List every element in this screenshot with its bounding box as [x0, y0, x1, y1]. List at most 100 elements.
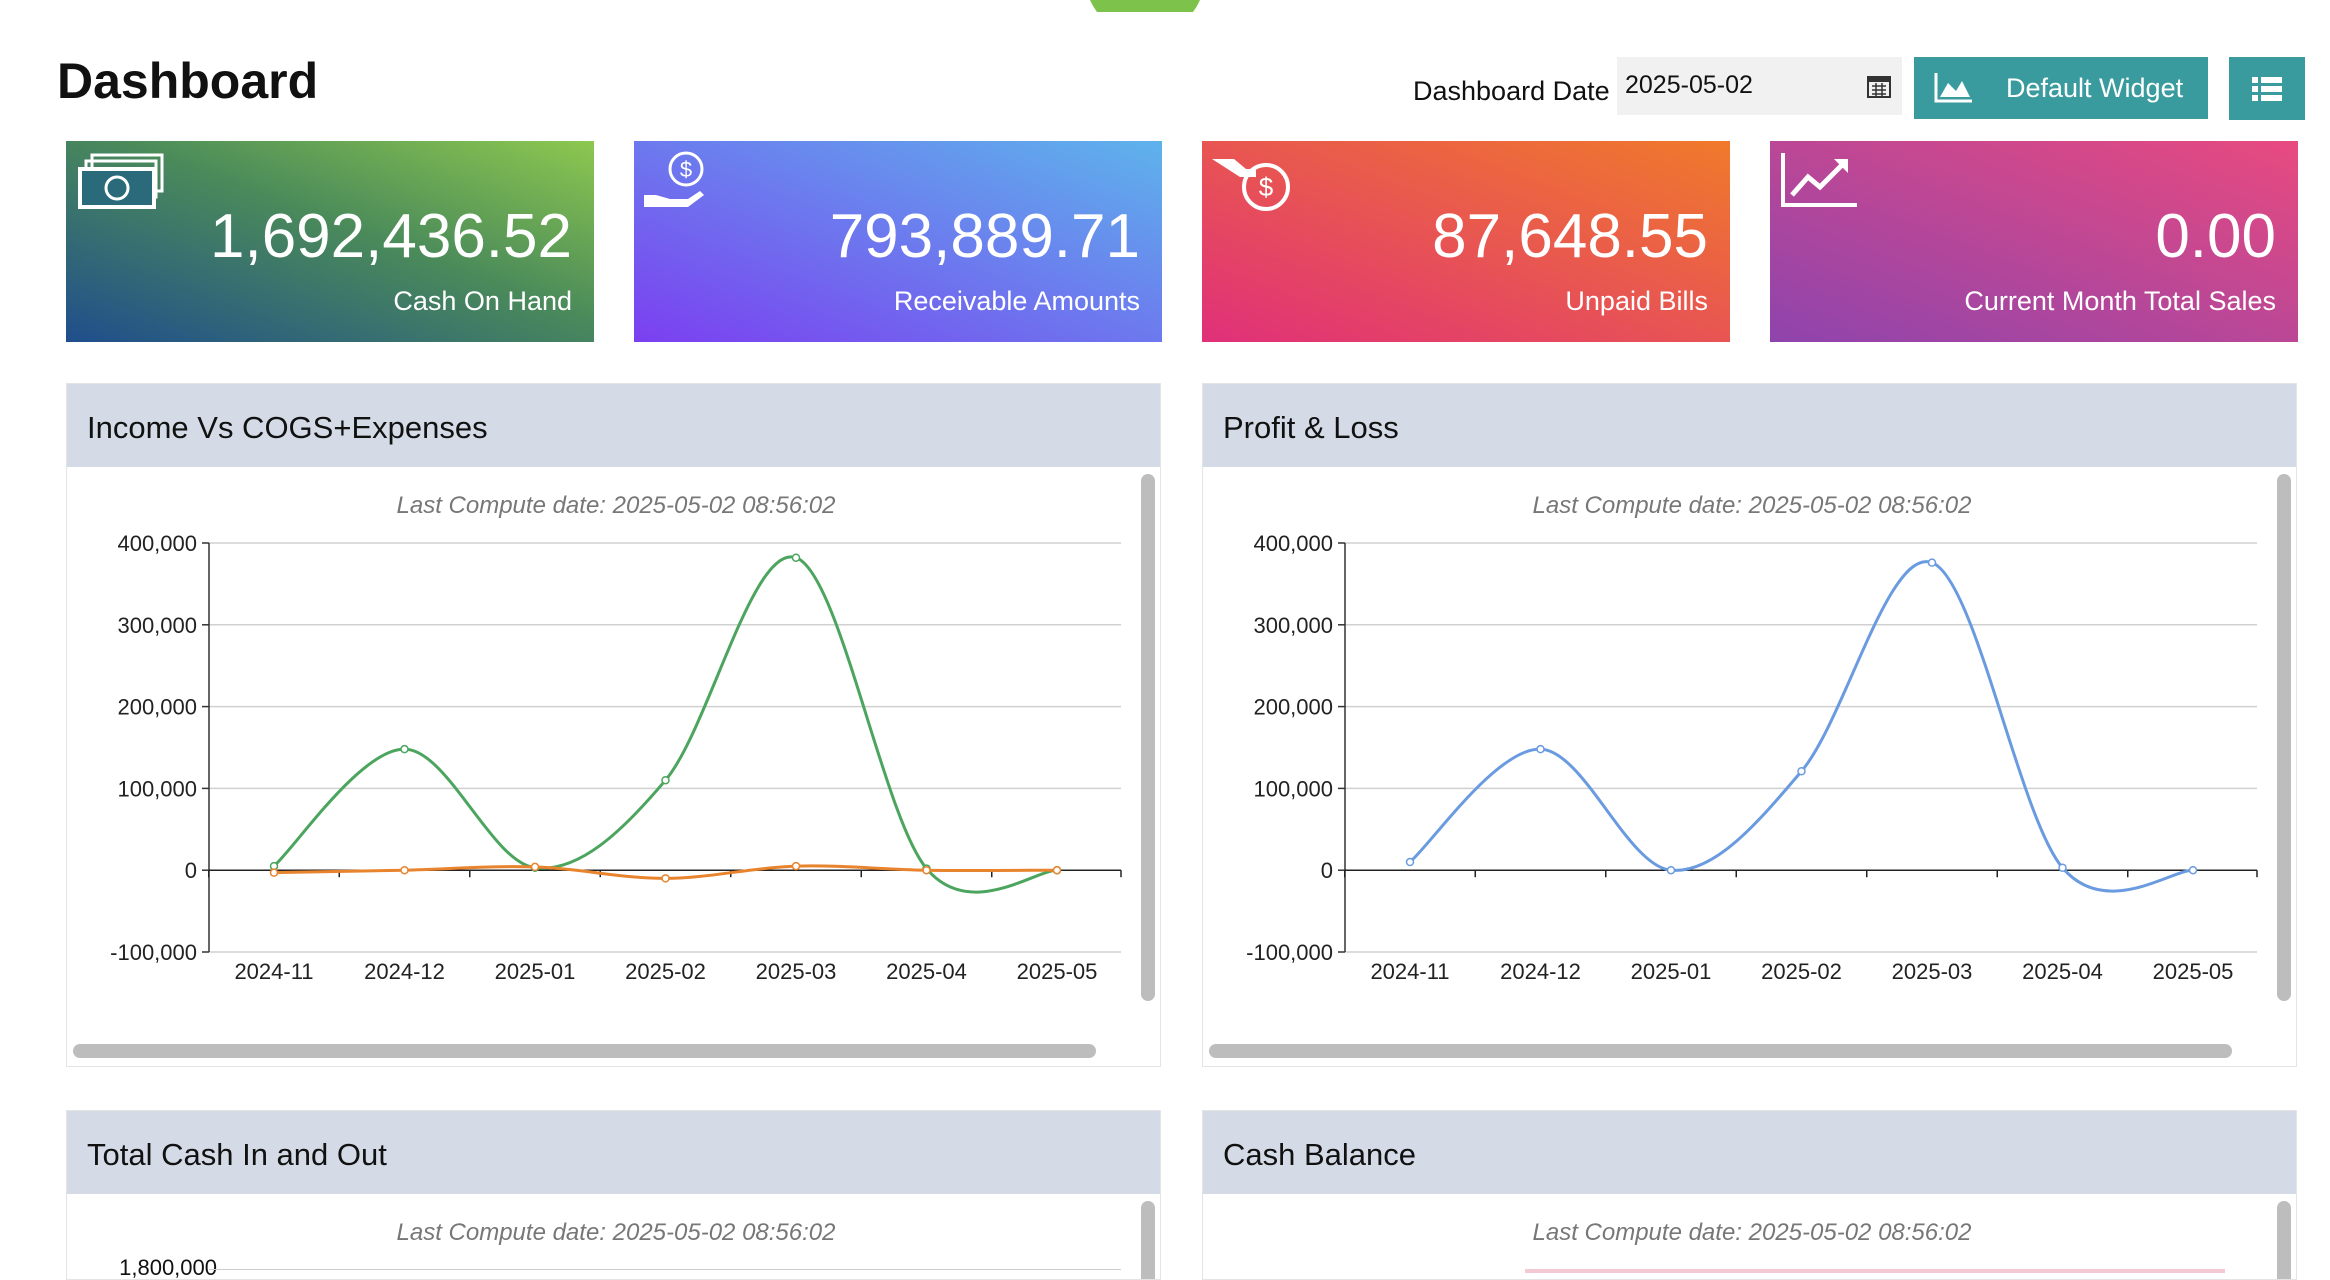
card-value: 793,889.71 [829, 202, 1140, 271]
panel-title: Total Cash In and Out [87, 1137, 387, 1172]
point [1052, 865, 1062, 875]
panel-title: Income Vs COGS+Expenses [87, 410, 488, 445]
x-tick-label: 2024-12 [364, 959, 445, 984]
scrollbar[interactable] [2277, 474, 2291, 1001]
y-tick-label: 100,000 [1253, 776, 1333, 801]
point [791, 861, 801, 871]
point [1927, 558, 1937, 567]
panel-header: Income Vs COGS+Expenses [67, 384, 1160, 467]
list-button[interactable] [2229, 57, 2305, 120]
x-tick-label: 2025-05 [2153, 959, 2234, 984]
card[interactable]: $ 793,889.71 Receivable Amounts [634, 141, 1162, 342]
point [661, 874, 670, 883]
y-tick-label: 0 [1321, 858, 1333, 883]
y-tick-label: 100,000 [117, 776, 197, 801]
x-tick-label: 2025-04 [2022, 959, 2103, 984]
y-tick-label: 400,000 [117, 531, 197, 556]
cash-icon [78, 153, 164, 209]
y-tick-label: 200,000 [1253, 695, 1333, 720]
list-icon [2252, 77, 2282, 101]
point [530, 862, 540, 872]
y-tick-label: 1,800,000 [119, 1255, 217, 1280]
scrollbar[interactable] [2277, 1201, 2291, 1279]
sales-icon [1781, 153, 1857, 207]
card-value: 87,648.55 [1432, 202, 1708, 271]
scrollbar[interactable] [1209, 1044, 2232, 1058]
page-title: Dashboard [57, 53, 319, 109]
card-label: Cash On Hand [393, 286, 572, 316]
y-tick-label: -100,000 [1246, 940, 1333, 965]
compute-date: Last Compute date: 2025-05-02 08:56:02 [396, 492, 836, 519]
x-tick-label: 2024-12 [1500, 959, 1581, 984]
card-label: Unpaid Bills [1565, 286, 1708, 316]
card[interactable]: 1,692,436.52 Cash On Hand [66, 141, 594, 342]
x-tick-label: 2025-01 [1631, 959, 1712, 984]
x-tick-label: 2025-03 [1892, 959, 1973, 984]
calendar-icon[interactable] [1866, 73, 1892, 99]
point [400, 865, 409, 875]
card[interactable]: 0.00 Current Month Total Sales [1770, 141, 2298, 342]
panel: Cash Balance Last Compute date: 2025-05-… [1202, 1110, 2297, 1280]
card-value: 0.00 [2155, 202, 2276, 271]
point [661, 775, 670, 785]
bill-icon: $ [1212, 159, 1290, 211]
point [1536, 744, 1545, 754]
svg-text:$: $ [1259, 172, 1274, 202]
svg-text:$: $ [680, 157, 692, 182]
card-label: Receivable Amounts [893, 286, 1140, 316]
x-tick-label: 2025-04 [886, 959, 967, 984]
point [791, 553, 801, 562]
point [269, 868, 279, 877]
date-input[interactable]: 2025-05-02 [1617, 57, 1902, 115]
point [1405, 857, 1415, 867]
x-tick-label: 2024-11 [1370, 959, 1449, 984]
panel: Total Cash In and Out Last Compute date:… [66, 1110, 1161, 1280]
bar-edge [1525, 1269, 2225, 1273]
y-tick-label: 300,000 [117, 613, 197, 638]
x-tick-label: 2025-02 [1761, 959, 1842, 984]
point [1797, 766, 1806, 776]
point [400, 744, 409, 754]
avatar-edge [1090, 0, 1200, 12]
y-tick-label: 0 [185, 858, 197, 883]
point [2188, 865, 2198, 875]
panel: Profit & Loss Last Compute date: 2025-05… [1202, 383, 2297, 1067]
panel-header: Profit & Loss [1203, 384, 2296, 467]
y-tick-label: 400,000 [1253, 531, 1333, 556]
x-tick-label: 2025-05 [1017, 959, 1098, 984]
point [1666, 865, 1676, 875]
grid-line [209, 1269, 1121, 1270]
x-tick-label: 2025-02 [625, 959, 706, 984]
line-series [1409, 560, 2194, 893]
panel-title: Profit & Loss [1223, 410, 1399, 445]
y-tick-label: 200,000 [117, 695, 197, 720]
x-tick-label: 2025-03 [756, 959, 837, 984]
point [2058, 863, 2067, 872]
y-tick-label: -100,000 [110, 940, 197, 965]
button-label: Default Widget [2006, 73, 2184, 103]
chart: -100,000 0 100,000 200,000 300,000 400,000 202… [110, 531, 1122, 984]
panel-header: Total Cash In and Out [67, 1111, 1160, 1194]
x-tick-label: 2024-11 [234, 959, 313, 984]
compute-date: Last Compute date: 2025-05-02 08:56:02 [1532, 1219, 1972, 1246]
default-widget-button[interactable]: Default Widget [1914, 57, 2208, 119]
scrollbar[interactable] [1141, 474, 1155, 1001]
chart: -100,000 0 100,000 200,000 300,000 400,000 202… [1246, 531, 2258, 984]
compute-date: Last Compute date: 2025-05-02 08:56:02 [396, 1219, 836, 1246]
x-tick-label: 2025-01 [495, 959, 576, 984]
date-value: 2025-05-02 [1625, 71, 1753, 99]
card-label: Current Month Total Sales [1964, 286, 2276, 316]
compute-date: Last Compute date: 2025-05-02 08:56:02 [1532, 492, 1972, 519]
date-label: Dashboard Date [1413, 76, 1610, 106]
panel-title: Cash Balance [1223, 1137, 1417, 1172]
scrollbar[interactable] [73, 1044, 1096, 1058]
panel: Income Vs COGS+Expenses Last Compute dat… [66, 383, 1161, 1067]
card[interactable]: $ 87,648.55 Unpaid Bills [1202, 141, 1730, 342]
receive-icon: $ [644, 151, 704, 207]
scrollbar[interactable] [1141, 1201, 1155, 1279]
line-series [272, 555, 1058, 894]
card-value: 1,692,436.52 [209, 202, 572, 271]
point [922, 865, 931, 875]
chart-icon [1934, 73, 1972, 103]
